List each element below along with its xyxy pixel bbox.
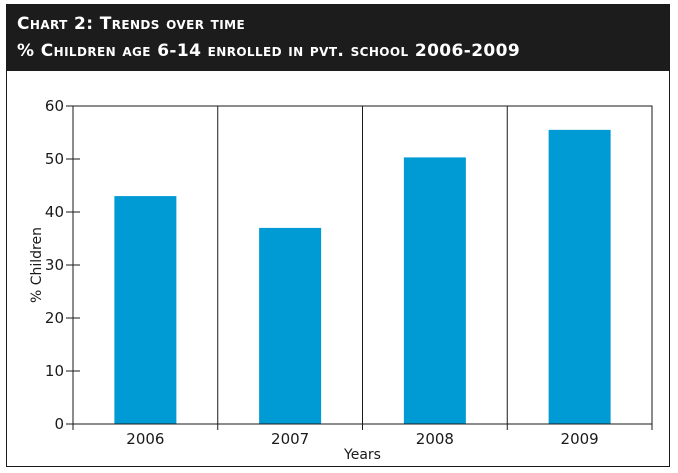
y-tick-label: 0 <box>54 415 64 433</box>
y-tick-label: 30 <box>45 256 64 274</box>
y-tick-label: 60 <box>45 97 64 115</box>
x-tick-label: 2009 <box>561 430 599 448</box>
bar-2008 <box>404 157 466 424</box>
x-tick-label: 2007 <box>271 430 309 448</box>
y-axis-label: % Children <box>29 227 45 303</box>
plot-area: 0 10 20 30 40 50 60 2006 2007 2008 2009 <box>45 97 652 448</box>
x-axis-label: Years <box>343 447 381 463</box>
bar-2007 <box>259 228 321 424</box>
y-tick-label: 40 <box>45 203 64 221</box>
bar-2009 <box>549 130 611 424</box>
y-tick-label: 10 <box>45 362 64 380</box>
x-tick-label: 2006 <box>126 430 164 448</box>
y-tick-label: 50 <box>45 150 64 168</box>
y-tick-label: 20 <box>45 309 64 327</box>
bar-2006 <box>114 196 176 424</box>
x-tick-label: 2008 <box>416 430 454 448</box>
